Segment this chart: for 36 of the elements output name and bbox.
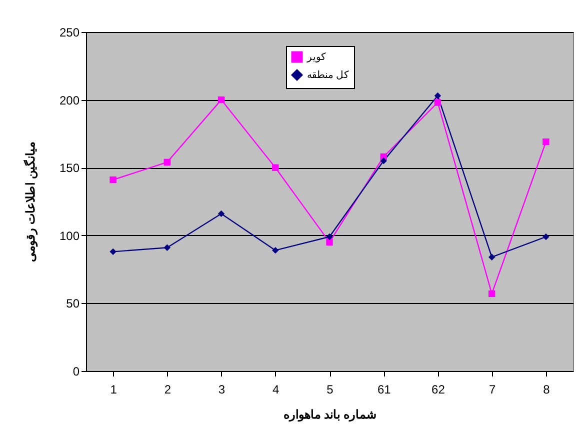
point xyxy=(488,254,496,260)
x-tick-label: 8 xyxy=(543,382,550,396)
point xyxy=(272,164,279,171)
point xyxy=(542,233,550,240)
point xyxy=(542,138,550,146)
legend-label: کویر xyxy=(306,52,326,63)
point xyxy=(164,158,171,166)
y-tick-label: 250 xyxy=(59,26,80,40)
y-tick-label: 150 xyxy=(59,161,80,176)
point xyxy=(164,244,171,251)
point xyxy=(272,246,279,254)
x-axis-title: شماره باند ماهواره xyxy=(284,408,376,422)
point xyxy=(110,176,116,184)
point xyxy=(488,290,496,298)
x-tick-label: 3 xyxy=(218,382,226,396)
point xyxy=(218,96,225,104)
point xyxy=(218,210,225,218)
point xyxy=(380,157,387,164)
x-tick-label: 5 xyxy=(326,382,334,396)
x-tick-label: 1 xyxy=(110,382,118,396)
point xyxy=(434,99,442,106)
y-tick-label: 0 xyxy=(72,364,80,378)
y-axis-title: میانگین اطلاعات رقومی xyxy=(22,142,38,262)
y-tick-label: 100 xyxy=(59,228,80,243)
x-tick-label: 4 xyxy=(272,382,280,396)
point xyxy=(326,238,333,246)
point xyxy=(110,248,116,256)
point xyxy=(434,92,442,100)
y-tick-label: 50 xyxy=(66,296,80,311)
y-tick-label: 200 xyxy=(59,93,80,108)
x-tick-label: 62 xyxy=(432,382,446,396)
x-tick-label: 2 xyxy=(164,382,172,396)
x-tick-label: 61 xyxy=(377,382,392,396)
point xyxy=(326,233,333,240)
legend-label: کل منطقه xyxy=(307,70,349,81)
x-tick-label: 7 xyxy=(488,382,496,396)
